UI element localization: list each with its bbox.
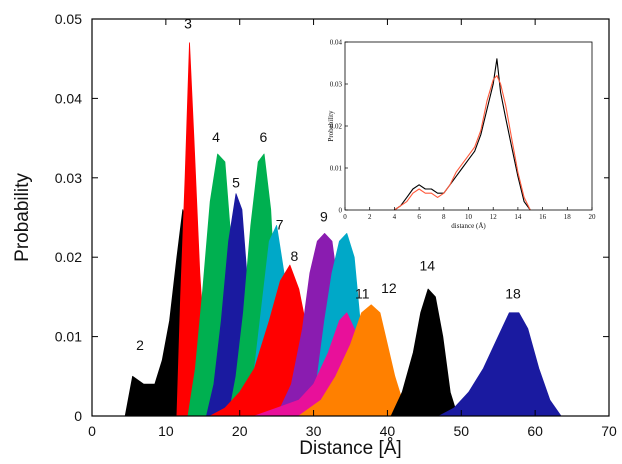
- inset-x-tick-label: 14: [514, 213, 522, 221]
- peak-label-2: 2: [136, 337, 144, 353]
- peak-label-4: 4: [212, 129, 220, 145]
- inset-x-tick-label: 0: [343, 213, 347, 221]
- peak-label-11: 11: [355, 285, 370, 301]
- x-tick-label: 20: [232, 423, 248, 439]
- inset-y-tick-label: 0.04: [330, 39, 343, 47]
- y-axis-label: Probability: [12, 173, 33, 262]
- distribution-18: [439, 313, 561, 416]
- peak-label-9: 9: [320, 208, 328, 224]
- inset-x-tick-label: 10: [465, 213, 473, 221]
- inset-y-tick-label: 0: [339, 207, 343, 215]
- y-tick-label: 0.03: [55, 170, 82, 186]
- peak-label-14: 14: [420, 258, 436, 274]
- inset-x-tick-label: 20: [589, 213, 597, 221]
- y-tick-label: 0.04: [55, 90, 82, 106]
- x-tick-label: 70: [601, 423, 617, 439]
- inset-x-tick-label: 8: [442, 213, 446, 221]
- inset-x-tick-label: 18: [564, 213, 572, 221]
- y-tick-label: 0.01: [55, 329, 82, 345]
- y-tick-label: 0.05: [55, 11, 82, 27]
- x-tick-label: 40: [380, 423, 396, 439]
- x-tick-label: 30: [306, 423, 322, 439]
- peak-label-8: 8: [290, 248, 298, 264]
- inset-x-axis-label: distance (Å): [451, 222, 486, 230]
- peak-label-18: 18: [505, 285, 521, 301]
- peak-label-6: 6: [259, 129, 267, 145]
- inset-background: [328, 30, 604, 230]
- peak-label-12: 12: [381, 280, 397, 296]
- x-tick-label: 50: [453, 423, 469, 439]
- peak-label-5: 5: [232, 174, 240, 190]
- peak-label-7: 7: [276, 216, 284, 232]
- inset-x-tick-label: 2: [368, 213, 372, 221]
- y-tick-label: 0: [74, 408, 82, 424]
- inset-y-tick-label: 0.03: [330, 81, 343, 89]
- x-tick-label: 60: [527, 423, 543, 439]
- inset-x-tick-label: 16: [539, 213, 547, 221]
- distribution-14: [391, 289, 458, 416]
- x-tick-label: 0: [88, 423, 96, 439]
- inset-x-tick-label: 12: [490, 213, 498, 221]
- inset-x-tick-label: 4: [393, 213, 397, 221]
- x-tick-label: 10: [158, 423, 174, 439]
- inset-x-tick-label: 6: [417, 213, 421, 221]
- inset-y-tick-label: 0.01: [330, 165, 343, 173]
- y-tick-label: 0.02: [55, 249, 82, 265]
- inset-y-axis-label: Probability: [327, 110, 335, 142]
- peak-label-3: 3: [184, 16, 192, 32]
- x-axis-label: Distance [Å]: [299, 438, 401, 459]
